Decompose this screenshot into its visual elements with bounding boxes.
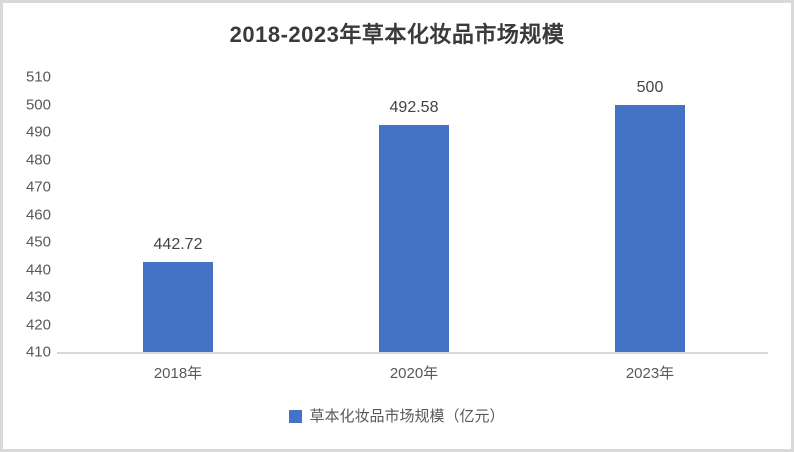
- y-tick-label: 470: [25, 178, 51, 196]
- x-tick-label: 2018年: [153, 365, 203, 382]
- y-axis: 410 420 430 440 450 460 470 480 490 500 510: [11, 70, 51, 360]
- y-tick-label: 480: [25, 151, 51, 168]
- bar: [143, 262, 213, 352]
- bar-value-label: 500: [636, 78, 664, 96]
- y-tick-label: 440: [25, 261, 51, 278]
- y-tick-label: 510: [25, 68, 51, 86]
- y-tick-label: 460: [25, 206, 51, 223]
- legend-label: 草本化妆品市场规模（亿元）: [309, 408, 505, 425]
- chart-title: 2018-2023年草本化妆品市场规模: [229, 22, 565, 47]
- bar: [615, 104, 685, 352]
- x-axis: 2018年 2020年 2023年: [60, 365, 768, 387]
- y-tick-label: 410: [25, 343, 51, 361]
- legend-marker-icon: [289, 410, 303, 423]
- y-tick-label: 450: [25, 233, 51, 251]
- bar-value-label: 442.72: [153, 236, 203, 254]
- y-tick-label: 490: [25, 123, 51, 141]
- x-axis-line: [57, 352, 768, 354]
- legend: 草本化妆品市场规模（亿元）: [3, 409, 791, 424]
- x-tick-label: 2023年: [625, 365, 675, 382]
- plot-area: 442.72 492.58 500: [57, 77, 768, 354]
- bar: [379, 124, 449, 352]
- y-tick-label: 430: [25, 288, 51, 306]
- y-tick-label: 500: [25, 96, 51, 113]
- x-tick-label: 2020年: [389, 365, 439, 382]
- y-tick-label: 420: [25, 316, 51, 333]
- bar-value-label: 492.58: [389, 98, 439, 116]
